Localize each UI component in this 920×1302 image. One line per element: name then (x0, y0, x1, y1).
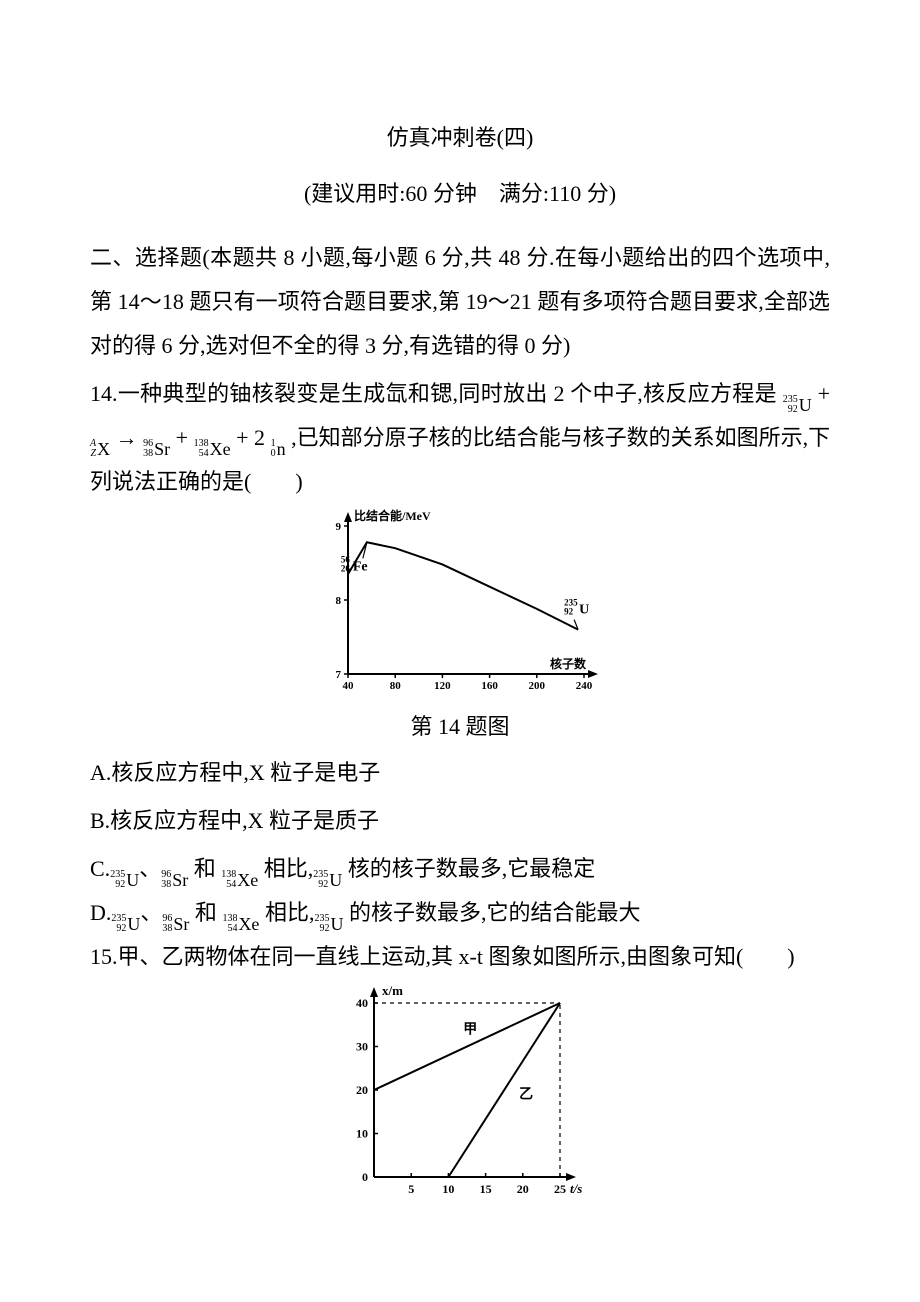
q14-optB: B.核反应方程中,X 粒子是质子 (90, 799, 830, 843)
optD-m2: 和 (189, 891, 222, 935)
optD-pre: D. (90, 891, 111, 935)
svg-text:U: U (579, 603, 589, 618)
svg-text:26: 26 (341, 563, 351, 573)
coef-2: 2 (254, 425, 265, 450)
q14-stem: 14.一种典型的铀核裂变是生成氙和锶,同时放出 2 个中子,核反应方程是 235… (90, 372, 830, 504)
svg-text:核子数: 核子数 (550, 656, 587, 671)
svg-text:10: 10 (356, 1127, 368, 1141)
page: 仿真冲刺卷(四) (建议用时:60 分钟 满分:110 分) 二、选择题(本题共… (0, 0, 920, 1302)
svg-text:40: 40 (343, 680, 355, 692)
section-2-instructions: 二、选择题(本题共 8 小题,每小题 6 分,共 48 分.在每小题给出的四个选… (90, 236, 830, 368)
nuclide-U235-c2: 23592U (313, 869, 342, 891)
svg-text:x/m: x/m (382, 983, 403, 998)
svg-text:8: 8 (336, 595, 342, 607)
nuclide-Xe138-d: 13854Xe (222, 913, 259, 935)
q15-stem: 15.甲、乙两物体在同一直线上运动,其 x-t 图象如图所示,由图象可知( ) (90, 935, 830, 979)
nuclide-X: AZ X (90, 438, 110, 460)
svg-text:0: 0 (362, 1170, 368, 1184)
optD-m3: 相比, (259, 891, 314, 935)
svg-text:160: 160 (481, 680, 498, 692)
svg-text:80: 80 (390, 680, 402, 692)
svg-text:9: 9 (336, 521, 342, 533)
q15-chart: 0 10 20 30 40 5 10 15 20 25 x/m t/s 甲乙 (332, 983, 588, 1203)
q14-chart: 7894080120160200240比结合能/MeV核子数5626Fe2359… (310, 508, 610, 698)
svg-text:乙: 乙 (519, 1087, 533, 1103)
optC-m2: 和 (188, 847, 221, 891)
plus-2: + (176, 425, 194, 450)
nuclide-Xe138-c: 13854Xe (221, 869, 258, 891)
q14-optA: A.核反应方程中,X 粒子是电子 (90, 751, 830, 795)
optD-m1: 、 (140, 891, 162, 935)
svg-text:7: 7 (336, 669, 342, 681)
q14-pre: 14.一种典型的铀核裂变是生成氙和锶,同时放出 2 个中子,核反应方程是 (90, 381, 783, 406)
nuclide-U235-d1: 23592U (111, 913, 140, 935)
svg-text:40: 40 (356, 996, 368, 1010)
svg-text:Fe: Fe (353, 559, 368, 574)
nuclide-Xe138: 13854 Xe (194, 438, 231, 460)
nuclide-U235: 23592 U (783, 394, 812, 416)
svg-text:甲: 甲 (463, 1021, 477, 1037)
doc-title: 仿真冲刺卷(四) (90, 120, 830, 152)
plus-1: + (818, 381, 830, 406)
nuclide-Sr96-d: 9638Sr (162, 913, 189, 935)
svg-text:比结合能/MeV: 比结合能/MeV (354, 508, 431, 523)
optC-pre: C. (90, 847, 110, 891)
svg-text:5: 5 (408, 1182, 414, 1196)
q14-optC: C. 23592U 、 9638Sr 和 13854Xe 相比, 23592U … (90, 847, 830, 891)
nuclide-Sr96-c: 9638Sr (161, 869, 188, 891)
svg-text:20: 20 (356, 1083, 368, 1097)
q15-figure: 0 10 20 30 40 5 10 15 20 25 x/m t/s 甲乙 (90, 983, 830, 1208)
nuclide-n: 10 n (271, 438, 286, 460)
optC-post: 核的核子数最多,它最稳定 (342, 847, 595, 891)
arrow: → (116, 425, 138, 450)
optC-m1: 、 (139, 847, 161, 891)
nuclide-U235-c1: 23592U (110, 869, 139, 891)
plus-3: + (236, 425, 248, 450)
q14-figcap: 第 14 题图 (90, 709, 830, 741)
svg-text:30: 30 (356, 1040, 368, 1054)
q14-figure: 7894080120160200240比结合能/MeV核子数5626Fe2359… (90, 508, 830, 741)
svg-text:15: 15 (480, 1182, 492, 1196)
optD-post: 的核子数最多,它的结合能最大 (343, 891, 640, 935)
nuclide-U235-d2: 23592U (314, 913, 343, 935)
svg-text:25: 25 (554, 1182, 566, 1196)
svg-text:120: 120 (434, 680, 451, 692)
svg-text:200: 200 (529, 680, 546, 692)
svg-text:t/s: t/s (570, 1181, 582, 1196)
svg-text:10: 10 (442, 1182, 454, 1196)
svg-text:92: 92 (564, 607, 574, 617)
nuclide-Sr96: 9638 Sr (143, 438, 170, 460)
svg-text:240: 240 (576, 680, 593, 692)
doc-subtitle: (建议用时:60 分钟 满分:110 分) (90, 176, 830, 208)
q14-optD: D. 23592U 、 9638Sr 和 13854Xe 相比, 23592U … (90, 891, 830, 935)
svg-text:20: 20 (517, 1182, 529, 1196)
optC-m3: 相比, (258, 847, 313, 891)
